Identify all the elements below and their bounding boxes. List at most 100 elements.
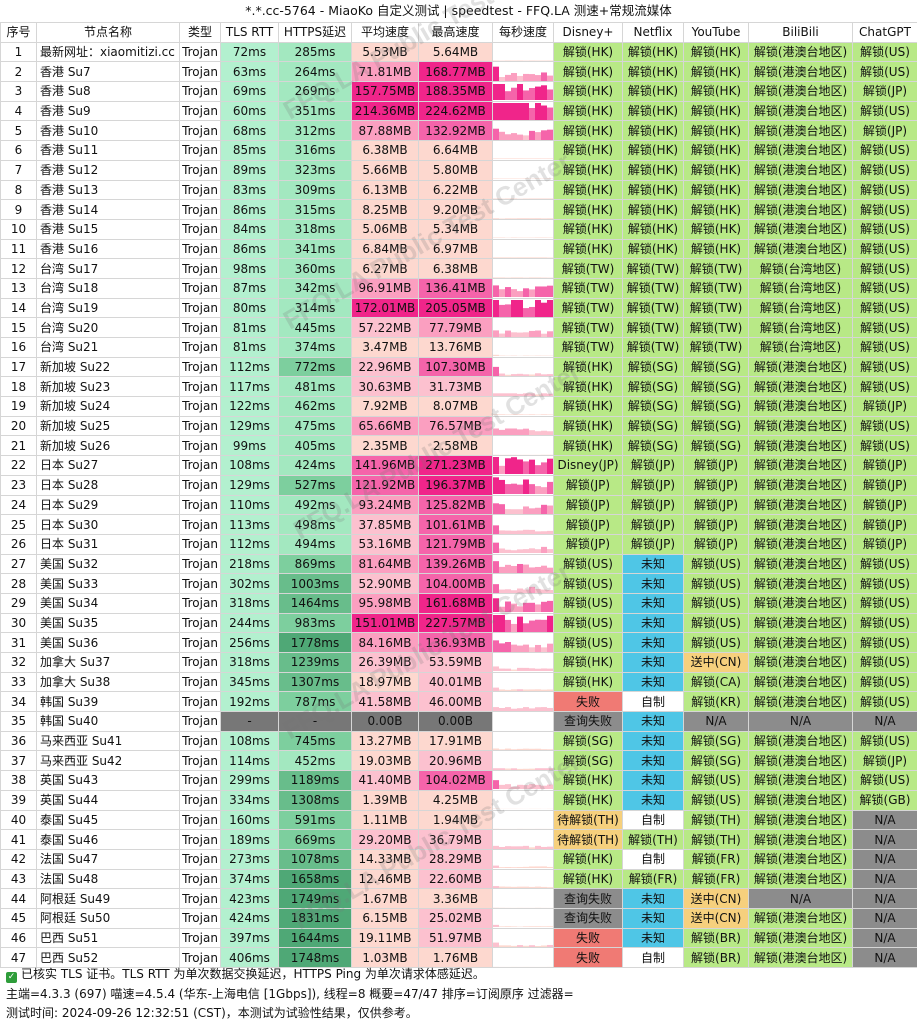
speed-bar xyxy=(517,689,523,691)
table-row[interactable]: 37 马来西亚 Su42 Trojan 114ms 452ms 19.03MB 20.96M… xyxy=(0,750,917,772)
header-node-name[interactable]: 节点名称 xyxy=(36,22,180,43)
cell-avg-speed: 214.36MB xyxy=(351,100,419,122)
table-row[interactable]: 10 香港 Su15 Trojan 84ms 318ms 5.06MB 5.34MB 解锁(H… xyxy=(0,218,917,240)
table-row[interactable]: 31 美国 Su36 Trojan 256ms 1778ms 84.16MB 136.93M… xyxy=(0,632,917,653)
table-row[interactable]: 28 美国 Su33 Trojan 302ms 1003ms 52.90MB 104.00M… xyxy=(0,573,917,594)
table-row[interactable]: 20 新加坡 Su25 Trojan 129ms 475ms 65.66MB 76.57MB… xyxy=(0,415,917,437)
table-row[interactable]: 12 台湾 Su17 Trojan 98ms 360ms 6.27MB 6.38MB 解锁(T… xyxy=(0,258,917,279)
table-row[interactable]: 7 香港 Su12 Trojan 89ms 323ms 5.66MB 5.80MB 解锁(HK… xyxy=(0,159,917,181)
table-row[interactable]: 18 新加坡 Su23 Trojan 117ms 481ms 30.63MB 31.73MB… xyxy=(0,376,917,398)
cell-type: Trojan xyxy=(179,218,221,240)
table-row[interactable]: 17 新加坡 Su22 Trojan 112ms 772ms 22.96MB 107.30M… xyxy=(0,356,917,378)
header-chatgpt[interactable]: ChatGPT xyxy=(852,22,917,43)
table-row[interactable]: 43 法国 Su48 Trojan 374ms 1658ms 12.46MB 22.60MB… xyxy=(0,868,917,890)
table-row[interactable]: 39 英国 Su44 Trojan 334ms 1308ms 1.39MB 4.25MB 解锁… xyxy=(0,789,917,811)
header-max-speed[interactable]: 最高速度 xyxy=(418,22,493,43)
speed-bar xyxy=(505,509,511,514)
table-row[interactable]: 35 韩国 Su40 Trojan - -0.00B 0.00B 查询失败 未知 N/A N/A N… xyxy=(0,711,917,732)
cell-https-latency: 1748ms xyxy=(278,947,352,968)
table-row[interactable]: 16 台湾 Su21 Trojan 81ms 374ms 3.47MB 13.76MB 解锁(… xyxy=(0,337,917,358)
table-row[interactable]: 47 巴西 Su52 Trojan 406ms 1748ms 1.03MB 1.76MB 失败… xyxy=(0,947,917,968)
table-row[interactable]: 26 日本 Su31 Trojan 112ms 494ms 53.16MB 121.79MB… xyxy=(0,533,917,555)
cell-max-speed: 188.35MB xyxy=(418,81,493,102)
table-row[interactable]: 22 日本 Su27 Trojan 108ms 424ms 141.96MB 271.23M… xyxy=(0,455,917,476)
cell-per-sec-speed xyxy=(492,356,554,378)
cell-tls-rtt: 397ms xyxy=(220,927,279,949)
table-row[interactable]: 5 香港 Su10 Trojan 68ms 312ms 87.88MB 132.92MB 解锁… xyxy=(0,120,917,142)
header-disney[interactable]: Disney+ xyxy=(553,22,623,43)
table-row[interactable]: 4 香港 Su9 Trojan 60ms 351ms 214.36MB 224.62MB 解锁… xyxy=(0,100,917,122)
cell-bilibili: 解锁(港澳台地区) xyxy=(748,573,853,594)
table-row[interactable]: 6 香港 Su11 Trojan 85ms 316ms 6.38MB 6.64MB 解锁(HK… xyxy=(0,140,917,161)
cell-netflix: 解锁(HK) xyxy=(622,218,684,240)
speed-bar xyxy=(499,304,505,317)
table-row[interactable]: 33 加拿大 Su38 Trojan 345ms 1307ms 18.97MB 40.01M… xyxy=(0,671,917,693)
table-row[interactable]: 8 香港 Su13 Trojan 83ms 309ms 6.13MB 6.22MB 解锁(HK… xyxy=(0,179,917,201)
header-netflix[interactable]: Netflix xyxy=(622,22,684,43)
cell-disney: 解锁(JP) xyxy=(553,533,623,555)
speed-bar xyxy=(511,457,517,475)
table-row[interactable]: 41 泰国 Su46 Trojan 189ms 669ms 29.20MB 36.79MB 待… xyxy=(0,829,917,850)
header-avg-speed[interactable]: 平均速度 xyxy=(351,22,419,43)
cell-node-name: 美国 Su36 xyxy=(36,632,180,653)
table-row[interactable]: 21 新加坡 Su26 Trojan 99ms 405ms 2.35MB 2.58MB 解锁(… xyxy=(0,435,917,457)
table-row[interactable]: 9 香港 Su14 Trojan 86ms 315ms 8.25MB 9.20MB 解锁(HK… xyxy=(0,199,917,220)
cell-idx: 1 xyxy=(0,41,37,63)
cell-disney: 解锁(JP) xyxy=(553,494,623,516)
cell-max-speed: 5.34MB xyxy=(418,218,493,240)
speed-bar xyxy=(535,131,541,140)
table-row[interactable]: 24 日本 Su29 Trojan 110ms 492ms 93.24MB 125.82MB… xyxy=(0,494,917,516)
header-https-latency[interactable]: HTTPS延迟 xyxy=(278,22,352,43)
table-row[interactable]: 23 日本 Su28 Trojan 129ms 527ms 121.92MB 196.37M… xyxy=(0,474,917,496)
table-row[interactable]: 30 美国 Su35 Trojan 244ms 983ms 151.01MB 227.57M… xyxy=(0,612,917,634)
table-row[interactable]: 15 台湾 Su20 Trojan 81ms 445ms 57.22MB 77.79MB 解锁… xyxy=(0,317,917,338)
speed-bar xyxy=(499,846,505,849)
cell-max-speed: 13.76MB xyxy=(418,337,493,358)
table-row[interactable]: 40 泰国 Su45 Trojan 160ms 591ms 1.11MB 1.94MB 待解锁… xyxy=(0,809,917,831)
table-row[interactable]: 1 最新网址：xiaomitizi.cc Trojan 72ms 285ms 5.53MB… xyxy=(0,41,917,63)
speed-bar xyxy=(499,945,505,947)
table-row[interactable]: 27 美国 Su32 Trojan 218ms 869ms 81.64MB 139.26MB… xyxy=(0,553,917,575)
table-row[interactable]: 34 韩国 Su39 Trojan 192ms 787ms 41.58MB 46.00MB 失… xyxy=(0,691,917,713)
cell-node-name: 香港 Su8 xyxy=(36,81,180,102)
table-row[interactable]: 29 美国 Su34 Trojan 318ms 1464ms 95.98MB 161.68M… xyxy=(0,592,917,614)
cell-type: Trojan xyxy=(179,730,221,752)
table-row[interactable]: 38 英国 Su43 Trojan 299ms 1189ms 41.40MB 104.02M… xyxy=(0,770,917,791)
table-row[interactable]: 11 香港 Su16 Trojan 86ms 341ms 6.84MB 6.97MB 解锁(H… xyxy=(0,238,917,260)
table-row[interactable]: 25 日本 Su30 Trojan 113ms 498ms 37.85MB 101.61MB… xyxy=(0,514,917,535)
cell-max-speed: 104.02MB xyxy=(418,770,493,791)
speed-bar xyxy=(511,198,517,199)
table-row[interactable]: 19 新加坡 Su24 Trojan 122ms 462ms 7.92MB 8.07MB 解锁… xyxy=(0,396,917,417)
speed-bar xyxy=(505,158,511,160)
cell-youtube: 解锁(JP) xyxy=(683,514,749,535)
table-row[interactable]: 46 巴西 Su51 Trojan 397ms 1644ms 19.11MB 51.97MB… xyxy=(0,927,917,949)
table-row[interactable]: 44 阿根廷 Su49 Trojan 423ms 1749ms 1.67MB 3.36MB 查… xyxy=(0,888,917,909)
header-idx[interactable]: 序号 xyxy=(0,22,37,43)
header-youtube[interactable]: YouTube xyxy=(683,22,749,43)
header-type[interactable]: 类型 xyxy=(179,22,221,43)
table-row[interactable]: 36 马来西亚 Su41 Trojan 108ms 745ms 13.27MB 17.91M… xyxy=(0,730,917,752)
cell-https-latency: 481ms xyxy=(278,376,352,398)
header-bilibili[interactable]: BiliBili xyxy=(748,22,853,43)
cell-bilibili: 解锁(港澳台地区) xyxy=(748,179,853,201)
cell-type: Trojan xyxy=(179,317,221,338)
header-tls-rtt[interactable]: TLS RTT xyxy=(220,22,279,43)
table-row[interactable]: 42 法国 Su47 Trojan 273ms 1078ms 14.33MB 28.29MB… xyxy=(0,848,917,870)
header-per-sec-speed[interactable]: 每秒速度 xyxy=(492,22,554,43)
cell-chatgpt: 解锁(US) xyxy=(852,258,917,279)
speed-bar xyxy=(535,945,541,947)
speed-bar xyxy=(517,459,523,475)
cell-node-name: 日本 Su28 xyxy=(36,474,180,496)
cell-bilibili: 解锁(港澳台地区) xyxy=(748,652,853,673)
cell-idx: 21 xyxy=(0,435,37,457)
table-row[interactable]: 3 香港 Su8 Trojan 69ms 269ms 157.75MB 188.35MB 解锁… xyxy=(0,81,917,102)
speed-bar xyxy=(511,257,517,258)
table-row[interactable]: 45 阿根廷 Su50 Trojan 424ms 1831ms 6.15MB 25.02MB… xyxy=(0,907,917,929)
cell-https-latency: 314ms xyxy=(278,297,352,319)
cell-chatgpt: 解锁(US) xyxy=(852,435,917,457)
table-row[interactable]: 2 香港 Su7 Trojan 63ms 264ms 71.81MB 168.77MB 解锁(… xyxy=(0,61,917,83)
table-row[interactable]: 13 台湾 Su18 Trojan 87ms 342ms 96.91MB 136.41MB 解… xyxy=(0,277,917,299)
cell-chatgpt: 解锁(US) xyxy=(852,632,917,653)
table-row[interactable]: 14 台湾 Su19 Trojan 80ms 314ms 172.01MB 205.05MB… xyxy=(0,297,917,319)
table-row[interactable]: 32 加拿大 Su37 Trojan 318ms 1239ms 26.39MB 53.59M… xyxy=(0,652,917,673)
